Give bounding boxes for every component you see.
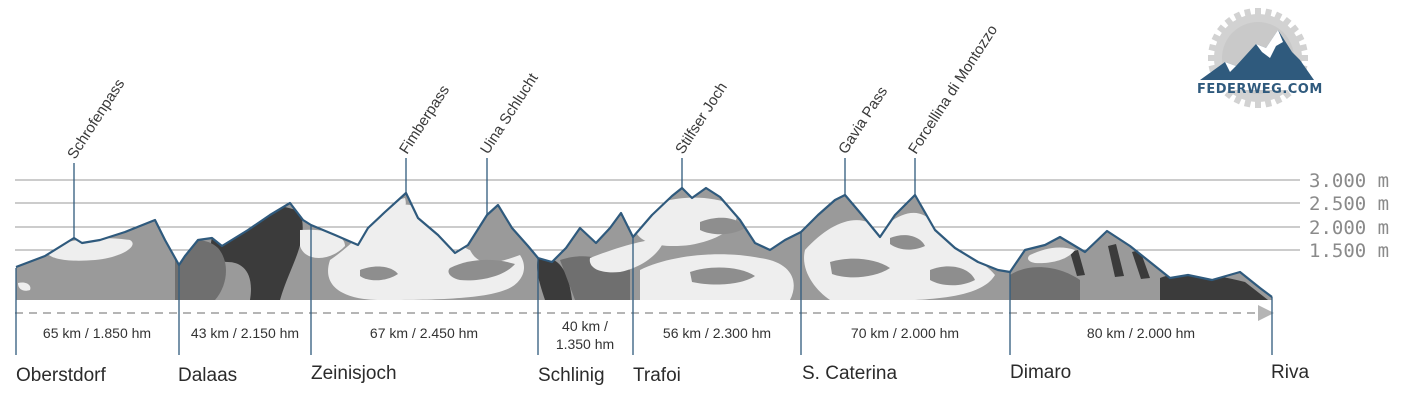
mountain-profile	[15, 186, 1273, 300]
federweg-logo[interactable]: FEDERWEG.COM	[1196, 8, 1323, 108]
gear-mountain-icon	[1196, 8, 1320, 108]
segment-labels: 65 km / 1.850 hm 43 km / 2.150 hm 67 km …	[43, 318, 1195, 352]
ridge-line	[15, 186, 1273, 298]
segment-label: 40 km /	[562, 318, 608, 334]
segment-label-line2: 1.350 hm	[556, 336, 614, 352]
route-arrow	[15, 305, 1274, 321]
altitude-label-1500: 1.500 m	[1309, 240, 1389, 262]
town-label-dalaas: Dalaas	[178, 365, 237, 386]
altitude-label-2000: 2.000 m	[1309, 217, 1389, 239]
segment-label: 65 km / 1.850 hm	[43, 325, 151, 341]
pass-label-uina-schlucht: Uina Schlucht	[477, 70, 542, 158]
pass-label-fimberpass: Fimberpass	[396, 82, 453, 157]
town-dividers	[15, 225, 1273, 355]
segment-label: 70 km / 2.000 hm	[851, 325, 959, 341]
town-label-schlinig: Schlinig	[538, 365, 605, 386]
town-label-zeinisjoch: Zeinisjoch	[311, 363, 397, 384]
town-label-s-caterina: S. Caterina	[802, 363, 897, 384]
segment-label: 80 km / 2.000 hm	[1087, 325, 1195, 341]
pass-markers: Schrofenpass Fimberpass Uina Schlucht St…	[64, 22, 1001, 238]
pass-label-schrofenpass: Schrofenpass	[64, 76, 128, 162]
segment-label: 67 km / 2.450 hm	[370, 325, 478, 341]
town-label-riva: Riva	[1271, 362, 1309, 383]
pass-label-forcellina-di-montozzo: Forcellina di Montozzo	[905, 22, 1001, 157]
pass-label-gavia-pass: Gavia Pass	[835, 84, 891, 158]
town-label-dimaro: Dimaro	[1010, 362, 1071, 383]
pass-label-stilfser-joch: Stilfser Joch	[672, 79, 731, 157]
altitude-labels: 3.000 m 2.500 m 2.000 m 1.500 m	[1309, 170, 1389, 262]
logo-text: FEDERWEG.COM	[1197, 82, 1323, 97]
town-label-oberstdorf: Oberstdorf	[16, 365, 106, 386]
town-label-trafoi: Trafoi	[633, 365, 681, 386]
altitude-label-2500: 2.500 m	[1309, 193, 1389, 215]
altitude-label-3000: 3.000 m	[1309, 170, 1389, 192]
town-labels: Oberstdorf Dalaas Zeinisjoch Schlinig Tr…	[16, 362, 1309, 386]
arrow-head-icon	[1258, 305, 1274, 321]
segment-label: 56 km / 2.300 hm	[663, 325, 771, 341]
segment-label: 43 km / 2.150 hm	[191, 325, 299, 341]
